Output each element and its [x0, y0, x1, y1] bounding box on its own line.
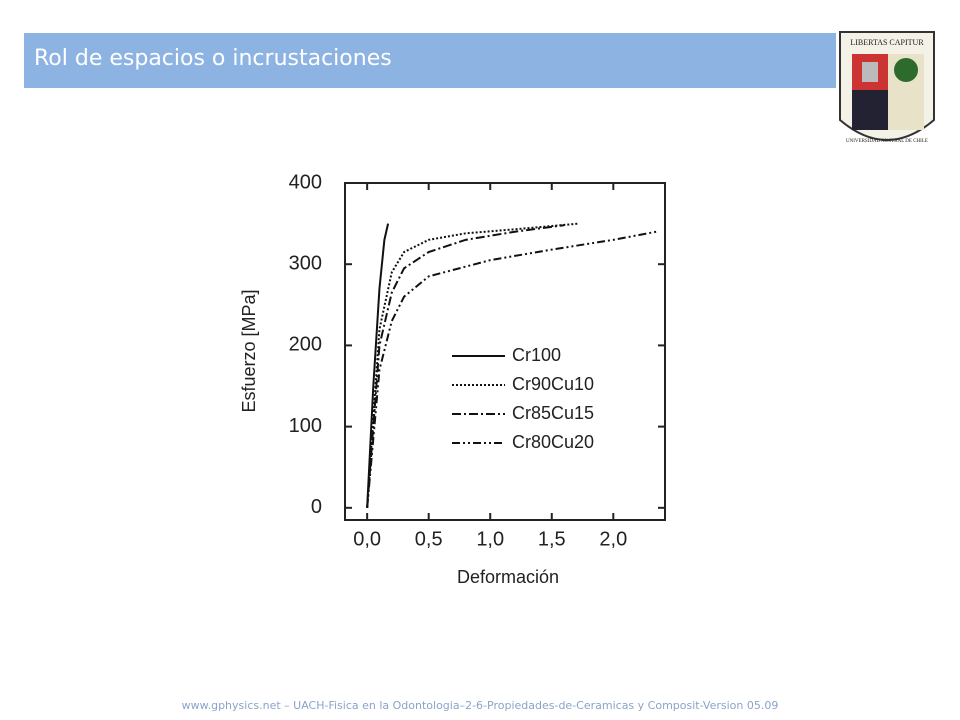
x-tick-label: 2,0 [599, 528, 627, 550]
header-bar [24, 33, 836, 88]
legend-label: Cr85Cu15 [512, 403, 594, 423]
footer: www.gphysics.net – UACH-Fisica en la Odo… [181, 699, 779, 712]
x-tick-label: 0,0 [353, 528, 381, 550]
legend-label: Cr90Cu10 [512, 374, 594, 394]
y-tick-label: 0 [311, 496, 322, 518]
y-axis-label: Esfuerzo [MPa] [239, 289, 259, 412]
logo: LIBERTAS CAPITUR UNIVERSIDAD AUSTRAL DE … [839, 31, 935, 144]
slide-title: Rol de espacios o incrustaciones [34, 46, 392, 71]
line [366, 230, 657, 508]
y-tick-label: 100 [289, 415, 322, 437]
line [366, 224, 565, 508]
legend-label: Cr100 [512, 345, 561, 365]
x-tick-label: 1,0 [476, 528, 504, 550]
line [366, 223, 390, 508]
logo-name: UNIVERSIDAD AUSTRAL DE CHILE [846, 139, 928, 144]
x-axis-label: Deformación [457, 567, 559, 587]
line [366, 222, 579, 508]
logo-motto: LIBERTAS CAPITUR [850, 38, 924, 47]
plot-frame [344, 182, 666, 521]
x-tick-label: 1,5 [538, 528, 566, 550]
legend-label: Cr80Cu20 [512, 432, 594, 452]
y-tick-label: 300 [289, 252, 322, 274]
y-tick-label: 400 [289, 171, 322, 193]
x-tick-label: 0,5 [415, 528, 443, 550]
y-tick-label: 200 [289, 334, 322, 356]
